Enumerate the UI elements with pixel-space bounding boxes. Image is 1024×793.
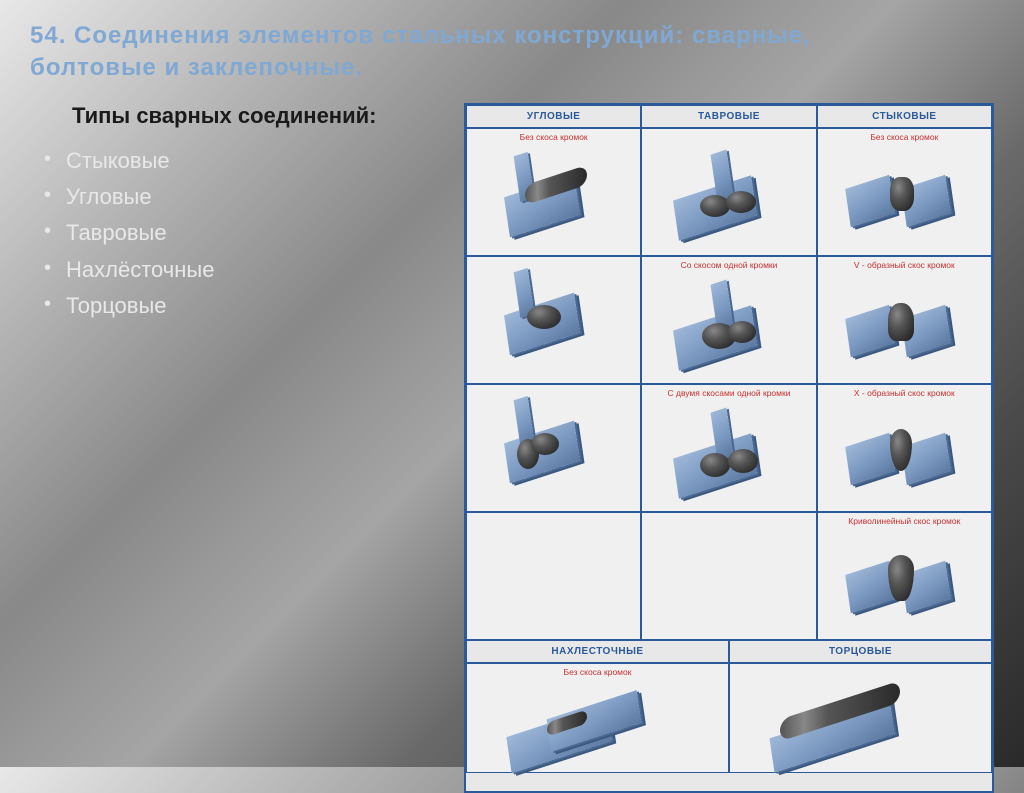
chart-cell: Криволинейный скос кромок <box>817 512 992 640</box>
col-header: ТОРЦОВЫЕ <box>729 640 992 663</box>
title-line-1: Соединения элементов стальных конструкци… <box>74 22 811 49</box>
col-header: НАХЛЕСТОЧНЫЕ <box>466 640 729 663</box>
chart-cell: Без скоса кромок <box>466 128 641 256</box>
left-column: Типы сварных соединений: Стыковые Угловы… <box>30 103 430 793</box>
bullet-list: Стыковые Угловые Тавровые Нахлёсточные Т… <box>30 143 430 324</box>
slide-title: 54. Соединения элементов стальных констр… <box>30 20 994 85</box>
cell-label: С двумя скосами одной кромки <box>667 389 790 399</box>
chart-cell <box>729 663 992 773</box>
slide-number: 54. <box>30 22 66 49</box>
col-header: УГЛОВЫЕ <box>466 105 641 128</box>
cell-label: Без скоса кромок <box>564 668 632 678</box>
diagram-corner-2 <box>469 261 638 377</box>
cell-label: X - образный скос кромок <box>854 389 955 399</box>
title-line-2: болтовые и заклепочные. <box>30 54 363 81</box>
diagram-butt-x <box>820 403 989 505</box>
right-column: УГЛОВЫЕ ТАВРОВЫЕ СТЫКОВЫЕ Без скоса кром… <box>450 103 994 793</box>
diagram-tee-skos1 <box>644 275 813 377</box>
chart-cell: Без скоса кромок <box>466 663 729 773</box>
chart-cell: V - образный скос кромок <box>817 256 992 384</box>
diagram-lap <box>469 682 726 766</box>
weld-types-chart: УГЛОВЫЕ ТАВРОВЫЕ СТЫКОВЫЕ Без скоса кром… <box>464 103 994 793</box>
chart-empty-cell <box>466 512 641 640</box>
content-row: Типы сварных соединений: Стыковые Угловы… <box>30 103 994 793</box>
col-header: СТЫКОВЫЕ <box>817 105 992 128</box>
col-header: ТАВРОВЫЕ <box>641 105 816 128</box>
slide-container: 54. Соединения элементов стальных констр… <box>0 0 1024 767</box>
bullet-item: Нахлёсточные <box>38 252 430 288</box>
diagram-butt-v <box>820 275 989 377</box>
chart-empty-cell <box>641 512 816 640</box>
bullet-item: Тавровые <box>38 215 430 251</box>
bullet-item: Торцовые <box>38 288 430 324</box>
diagram-corner-noskos <box>469 147 638 249</box>
chart-cell <box>641 128 816 256</box>
cell-label: Криволинейный скос кромок <box>848 517 960 527</box>
chart-cell <box>466 256 641 384</box>
cell-label <box>859 668 861 678</box>
subtitle: Типы сварных соединений: <box>30 103 430 129</box>
bullet-item: Стыковые <box>38 143 430 179</box>
chart-cell: X - образный скос кромок <box>817 384 992 512</box>
diagram-tee-1 <box>644 147 813 249</box>
diagram-butt-noskos <box>820 147 989 249</box>
diagram-butt-curv <box>820 531 989 633</box>
diagram-tee-skos2 <box>644 403 813 505</box>
chart-cell: С двумя скосами одной кромки <box>641 384 816 512</box>
chart-cell: Со скосом одной кромки <box>641 256 816 384</box>
cell-label: V - образный скос кромок <box>854 261 955 271</box>
chart-cell: Без скоса кромок <box>817 128 992 256</box>
cell-label: Со скосом одной кромки <box>681 261 778 271</box>
bottom-header-row: НАХЛЕСТОЧНЫЕ ТОРЦОВЫЕ <box>466 640 992 663</box>
diagram-corner-3 <box>469 389 638 505</box>
bottom-row: Без скоса кромок <box>466 663 992 791</box>
diagram-edge <box>732 682 989 766</box>
bullet-item: Угловые <box>38 179 430 215</box>
cell-label: Без скоса кромок <box>520 133 588 143</box>
cell-label: Без скоса кромок <box>870 133 938 143</box>
chart-cell <box>466 384 641 512</box>
cell-label <box>728 133 730 143</box>
